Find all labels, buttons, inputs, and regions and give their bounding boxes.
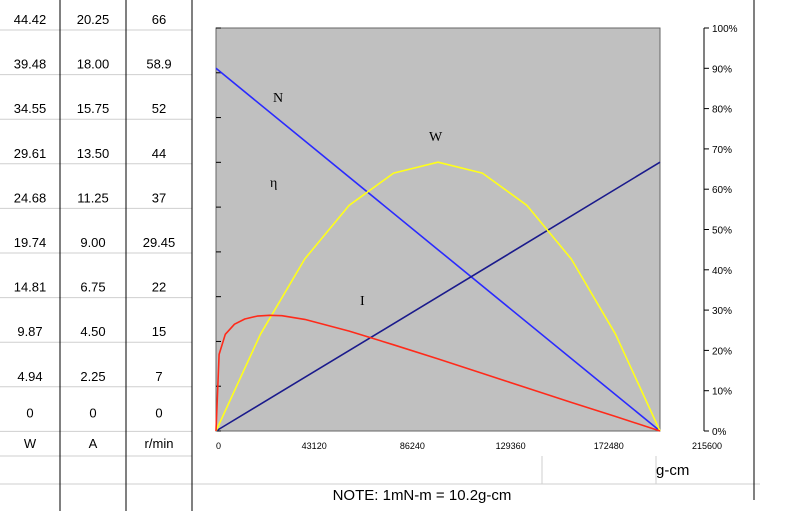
right-axis-tick-label: 0% bbox=[712, 427, 727, 438]
series-label: η bbox=[270, 176, 277, 191]
table-unit-label: A bbox=[89, 436, 98, 451]
x-axis-tick-label: 172480 bbox=[594, 441, 624, 451]
table-cell: 37 bbox=[152, 190, 166, 205]
table-cell: 2.25 bbox=[80, 369, 105, 384]
table-cell: 52 bbox=[152, 101, 166, 116]
table-cell: 24.68 bbox=[14, 190, 47, 205]
right-axis-tick-label: 10% bbox=[712, 387, 732, 398]
table-cell: 29.61 bbox=[14, 146, 47, 161]
x-axis-tick-label: 129360 bbox=[496, 441, 526, 451]
table-cell: 14.81 bbox=[14, 280, 47, 295]
table-cell: 39.48 bbox=[14, 57, 47, 72]
series-line-power bbox=[215, 161, 661, 432]
table-cell: 6.75 bbox=[80, 280, 105, 295]
chart-axes: 0% 10% 20% 30% 40% 50% 60% 70% 80% 90% 100% 0 43120 8… bbox=[216, 24, 738, 451]
table-cell: 0 bbox=[89, 405, 96, 420]
right-axis-tick-label: 70% bbox=[712, 145, 732, 156]
right-axis-tick-label: 90% bbox=[712, 64, 732, 75]
table-cell: 15.75 bbox=[77, 101, 110, 116]
table-cell: 44 bbox=[152, 146, 166, 161]
right-axis-tick-label: 20% bbox=[712, 346, 732, 357]
series-line-efficiency bbox=[215, 314, 661, 432]
table-cell: 34.55 bbox=[14, 101, 47, 116]
series-labels: N I Wη bbox=[270, 91, 443, 309]
series-line-speed bbox=[215, 67, 661, 432]
table-cell: 4.50 bbox=[80, 324, 105, 339]
table-cell: 18.00 bbox=[77, 57, 110, 72]
right-axis-tick-label: 40% bbox=[712, 266, 732, 277]
x-axis-tick-label: 0 bbox=[216, 441, 221, 451]
table-cell: 0 bbox=[155, 405, 162, 420]
right-axis-tick-label: 60% bbox=[712, 185, 732, 196]
table-unit-label: r/min bbox=[145, 436, 174, 451]
table-cell: 44.42 bbox=[14, 12, 47, 27]
right-axis-tick-label: 50% bbox=[712, 226, 732, 237]
chart-series bbox=[215, 67, 661, 432]
table-cell: 29.45 bbox=[143, 235, 176, 250]
x-axis-tick-label: 43120 bbox=[302, 441, 327, 451]
series-label: I bbox=[360, 294, 365, 309]
table-cell: 58.9 bbox=[146, 57, 171, 72]
series-label: W bbox=[429, 130, 443, 145]
x-axis-label: g-cm bbox=[656, 462, 689, 479]
table-cell: 7 bbox=[155, 369, 162, 384]
x-axis-tick-label: 215600 bbox=[692, 441, 722, 451]
series-line-current bbox=[215, 161, 661, 432]
table-cell: 15 bbox=[152, 324, 166, 339]
series-label: N bbox=[273, 91, 283, 106]
table-unit-label: W bbox=[24, 436, 37, 451]
data-table: 44.42 39.48 34.55 29.61 24.68 19.74 14.81 9.87 4… bbox=[0, 0, 760, 511]
table-cell: 20.25 bbox=[77, 12, 110, 27]
note-text: NOTE: 1mN-m = 10.2g-cm bbox=[333, 487, 512, 504]
table-cell: 22 bbox=[152, 280, 166, 295]
x-axis-tick-label: 86240 bbox=[400, 441, 425, 451]
right-axis-tick-label: 30% bbox=[712, 306, 732, 317]
table-cell: 66 bbox=[152, 12, 166, 27]
table-cell: 13.50 bbox=[77, 146, 110, 161]
table-cell: 9.87 bbox=[17, 324, 42, 339]
table-cell: 0 bbox=[26, 405, 33, 420]
right-axis-tick-label: 100% bbox=[712, 24, 738, 35]
table-cell: 9.00 bbox=[80, 235, 105, 250]
right-axis-tick-label: 80% bbox=[712, 105, 732, 116]
table-cell: 19.74 bbox=[14, 235, 47, 250]
plot-area bbox=[215, 27, 661, 432]
table-cell: 11.25 bbox=[77, 190, 109, 205]
table-cell: 4.94 bbox=[17, 369, 42, 384]
